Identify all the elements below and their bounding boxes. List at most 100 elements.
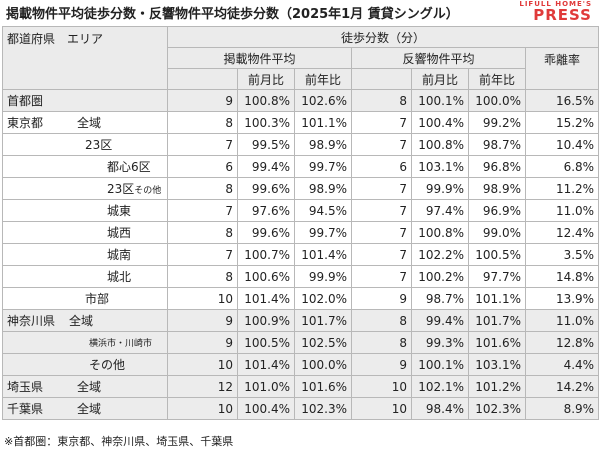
table-row: 城南 7 100.7% 101.4% 7 102.2% 100.5% 3.5% — [1, 243, 600, 266]
response-minutes: 7 — [351, 221, 413, 244]
table-row: 23区その他 8 99.6% 98.9% 7 99.9% 98.9% 11.2% — [1, 177, 600, 200]
response-mom: 98.4% — [411, 397, 470, 420]
response-yoy: 101.2% — [468, 375, 527, 398]
response-minutes: 9 — [351, 353, 413, 376]
listed-minutes: 7 — [167, 199, 239, 222]
prefecture-name: 千葉県 — [7, 402, 44, 416]
response-minutes: 7 — [351, 133, 413, 156]
logo-bottom-text: PRESS — [533, 6, 592, 24]
listed-minutes: 8 — [167, 265, 239, 288]
table-row: 埼玉県 全域 12 101.0% 101.6% 10 102.1% 101.2% 14.2% — [1, 375, 600, 398]
response-mom: 100.1% — [411, 89, 470, 112]
listed-min-header — [167, 68, 239, 90]
prefecture-name: 神奈川県 — [7, 314, 56, 328]
area-name: 横浜市・川崎市 — [89, 339, 153, 349]
listed-mom: 100.4% — [237, 397, 296, 420]
response-mom: 99.9% — [411, 177, 470, 200]
response-yoy: 101.6% — [468, 331, 527, 354]
area-cell: 23区 — [1, 133, 169, 156]
area-cell: 城南 — [1, 243, 169, 266]
listed-mom: 97.6% — [237, 199, 296, 222]
listed-yoy-header: 前年比 — [294, 68, 353, 90]
response-mom: 103.1% — [411, 155, 470, 178]
area-name: 23区 — [107, 182, 135, 196]
divergence-rate: 8.9% — [525, 397, 600, 420]
area-cell: 城西 — [1, 221, 169, 244]
listed-minutes: 8 — [167, 177, 239, 200]
table-row: 城東 7 97.6% 94.5% 7 97.4% 96.9% 11.0% — [1, 199, 600, 222]
response-minutes: 10 — [351, 397, 413, 420]
listed-minutes: 8 — [167, 221, 239, 244]
listed-yoy: 101.6% — [294, 375, 353, 398]
area-name: 全域 — [77, 402, 102, 416]
response-minutes: 7 — [351, 243, 413, 266]
area-cell: その他 — [1, 353, 169, 376]
divergence-rate: 16.5% — [525, 89, 600, 112]
table-row: その他 10 101.4% 100.0% 9 100.1% 103.1% 4.4% — [1, 353, 600, 376]
area-name: 城東 — [107, 204, 132, 218]
response-minutes: 7 — [351, 199, 413, 222]
response-minutes: 8 — [351, 89, 413, 112]
response-mom: 100.1% — [411, 353, 470, 376]
response-yoy: 101.7% — [468, 309, 527, 332]
response-yoy: 96.9% — [468, 199, 527, 222]
listed-mom: 101.4% — [237, 353, 296, 376]
response-mom: 99.3% — [411, 331, 470, 354]
table-row: 首都圏 9 100.8% 102.6% 8 100.1% 100.0% 16.5% — [1, 89, 600, 112]
divergence-rate: 3.5% — [525, 243, 600, 266]
listed-mom: 100.8% — [237, 89, 296, 112]
response-mom-header: 前月比 — [411, 68, 470, 90]
listed-yoy: 99.9% — [294, 265, 353, 288]
divergence-rate: 13.9% — [525, 287, 600, 310]
listed-minutes: 7 — [167, 133, 239, 156]
response-mom: 97.4% — [411, 199, 470, 222]
table-row: 神奈川県 全域 9 100.9% 101.7% 8 99.4% 101.7% 11.0% — [1, 309, 600, 332]
area-name: 全域 — [77, 116, 102, 130]
listed-mom: 99.4% — [237, 155, 296, 178]
listed-avg-header: 掲載物件平均 — [167, 47, 353, 69]
response-yoy: 99.0% — [468, 221, 527, 244]
listed-minutes: 10 — [167, 287, 239, 310]
listed-yoy: 94.5% — [294, 199, 353, 222]
listed-minutes: 10 — [167, 397, 239, 420]
listed-yoy: 101.4% — [294, 243, 353, 266]
listed-minutes: 6 — [167, 155, 239, 178]
header-bar: 掲載物件平均徒歩分数・反響物件平均徒歩分数（2025年1月 賃貸シングル） — [0, 0, 600, 24]
listed-yoy: 100.0% — [294, 353, 353, 376]
response-mom: 102.1% — [411, 375, 470, 398]
listed-yoy: 102.6% — [294, 89, 353, 112]
listed-mom-header: 前月比 — [237, 68, 296, 90]
area-name: 城南 — [107, 248, 132, 262]
footnote: ※首都圏：東京都、神奈川県、埼玉県、千葉県 — [4, 435, 234, 448]
listed-mom: 100.7% — [237, 243, 296, 266]
table-row: 市部 10 101.4% 102.0% 9 98.7% 101.1% 13.9% — [1, 287, 600, 310]
response-min-header — [351, 68, 413, 90]
prefecture-name: 首都圏 — [7, 94, 44, 108]
listed-yoy: 99.7% — [294, 155, 353, 178]
response-minutes: 7 — [351, 177, 413, 200]
listed-yoy: 102.0% — [294, 287, 353, 310]
response-yoy: 102.3% — [468, 397, 527, 420]
area-cell: 都心6区 — [1, 155, 169, 178]
walk-minutes-table: 都道府県 エリア 徒歩分数（分） 掲載物件平均 反響物件平均 乖離率 前月比 前… — [1, 26, 600, 420]
area-name: 23区 — [85, 138, 113, 152]
response-yoy-header: 前年比 — [468, 68, 527, 90]
header-row-1: 都道府県 エリア 徒歩分数（分） — [1, 26, 600, 90]
divergence-rate: 12.8% — [525, 331, 600, 354]
listed-mom: 99.6% — [237, 177, 296, 200]
area-header: 都道府県 エリア — [1, 26, 169, 90]
table-row: 横浜市・川崎市 9 100.5% 102.5% 8 99.3% 101.6% 12.8% — [1, 331, 600, 354]
header-row-2: 掲載物件平均 反響物件平均 乖離率 — [3, 47, 600, 90]
listed-yoy: 102.5% — [294, 331, 353, 354]
listed-mom: 100.6% — [237, 265, 296, 288]
listed-yoy: 99.7% — [294, 221, 353, 244]
response-yoy: 96.8% — [468, 155, 527, 178]
table-row: 東京都 全域 8 100.3% 101.1% 7 100.4% 99.2% 15.2% — [1, 111, 600, 134]
listed-mom: 100.5% — [237, 331, 296, 354]
prefecture-name: 埼玉県 — [7, 380, 44, 394]
response-mom: 102.2% — [411, 243, 470, 266]
response-yoy: 98.9% — [468, 177, 527, 200]
response-yoy: 100.5% — [468, 243, 527, 266]
response-yoy: 97.7% — [468, 265, 527, 288]
divergence-header: 乖離率 — [525, 47, 600, 90]
